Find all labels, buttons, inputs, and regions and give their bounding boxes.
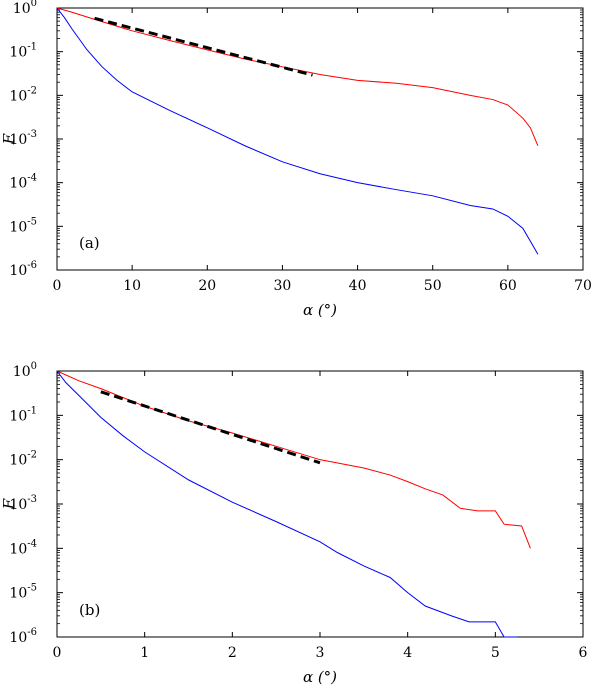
y-tick-exponent: -1	[27, 42, 37, 53]
y-tick-exponent: -5	[27, 583, 37, 594]
x-axis-label: α (°)	[303, 301, 337, 319]
series-line-0	[56, 370, 531, 549]
x-tick-label: 10	[123, 278, 141, 294]
x-tick-label: 50	[424, 278, 442, 294]
y-tick-label: 10-4	[9, 538, 37, 557]
x-tick-label: 0	[53, 645, 62, 661]
y-tick-label: 10-1	[9, 405, 37, 424]
x-tick-label: 30	[274, 278, 292, 294]
y-tick-label: 10-4	[9, 173, 37, 192]
y-tick-base: 10	[9, 453, 27, 469]
y-tick-exponent: -6	[27, 260, 37, 271]
x-tick-label: 70	[574, 278, 592, 294]
x-tick-label: 40	[349, 278, 367, 294]
x-tick-label: 20	[198, 278, 216, 294]
y-tick-label: 10-3	[9, 494, 37, 513]
y-tick-base: 10	[9, 219, 27, 235]
y-tick-label: 10-3	[9, 129, 37, 148]
y-tick-exponent: -3	[27, 494, 37, 505]
y-tick-label: 10-2	[9, 450, 37, 469]
y-tick-base: 10	[9, 263, 27, 279]
y-tick-label: 10-6	[9, 627, 37, 646]
y-tick-exponent: -2	[27, 85, 37, 96]
y-tick-base: 10	[9, 176, 27, 192]
y-tick-label: 10-5	[9, 583, 37, 602]
plot-frame	[56, 7, 584, 271]
y-tick-base: 10	[9, 630, 27, 646]
panel-label: (b)	[79, 601, 100, 619]
y-tick-exponent: -1	[27, 405, 37, 416]
y-tick-base: 10	[13, 364, 31, 380]
y-tick-exponent: 0	[31, 0, 37, 9]
series-line-1	[56, 370, 518, 638]
y-tick-base: 10	[13, 1, 31, 17]
x-tick-label: 4	[403, 645, 412, 661]
y-tick-base: 10	[9, 497, 27, 513]
y-tick-base: 10	[9, 132, 27, 148]
y-tick-exponent: -4	[27, 173, 37, 184]
panel-label: (a)	[79, 234, 100, 252]
x-tick-label: 60	[499, 278, 517, 294]
series-line-0	[56, 7, 539, 146]
y-tick-label: 100	[13, 361, 37, 380]
y-tick-exponent: -4	[27, 538, 37, 549]
y-tick-base: 10	[9, 586, 27, 602]
panel-a: 0 10 20 30 40 50 60 7010010-110-210-310-410-510…	[0, 0, 592, 319]
y-tick-base: 10	[9, 541, 27, 557]
y-tick-exponent: -3	[27, 129, 37, 140]
y-tick-label: 10-5	[9, 216, 37, 235]
y-tick-exponent: 0	[31, 361, 37, 372]
x-tick-label: 5	[491, 645, 500, 661]
y-tick-base: 10	[9, 408, 27, 424]
fit-line-dashed	[100, 390, 321, 465]
y-axis-label: F	[0, 498, 18, 510]
x-tick-label: 0	[53, 278, 62, 294]
y-tick-label: 10-1	[9, 42, 37, 61]
y-tick-label: 10-6	[9, 260, 37, 279]
series-line-1	[56, 7, 539, 255]
y-tick-exponent: -6	[27, 627, 37, 638]
plot-frame	[56, 370, 584, 638]
fit-line-dashed	[94, 16, 313, 77]
x-tick-label: 1	[140, 645, 149, 661]
y-tick-exponent: -5	[27, 216, 37, 227]
y-tick-label: 100	[13, 0, 37, 17]
x-tick-label: 3	[316, 645, 325, 661]
y-tick-base: 10	[9, 45, 27, 61]
y-tick-exponent: -2	[27, 450, 37, 461]
y-tick-base: 10	[9, 88, 27, 104]
y-tick-label: 10-2	[9, 85, 37, 104]
x-tick-label: 6	[579, 645, 588, 661]
x-axis-label: α (°)	[303, 668, 337, 686]
x-tick-label: 2	[228, 645, 237, 661]
y-axis-label: F	[0, 133, 18, 145]
